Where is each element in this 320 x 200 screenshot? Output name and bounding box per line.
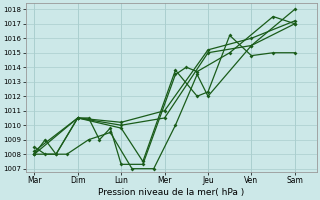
X-axis label: Pression niveau de la mer( hPa ): Pression niveau de la mer( hPa ) [98, 188, 244, 197]
